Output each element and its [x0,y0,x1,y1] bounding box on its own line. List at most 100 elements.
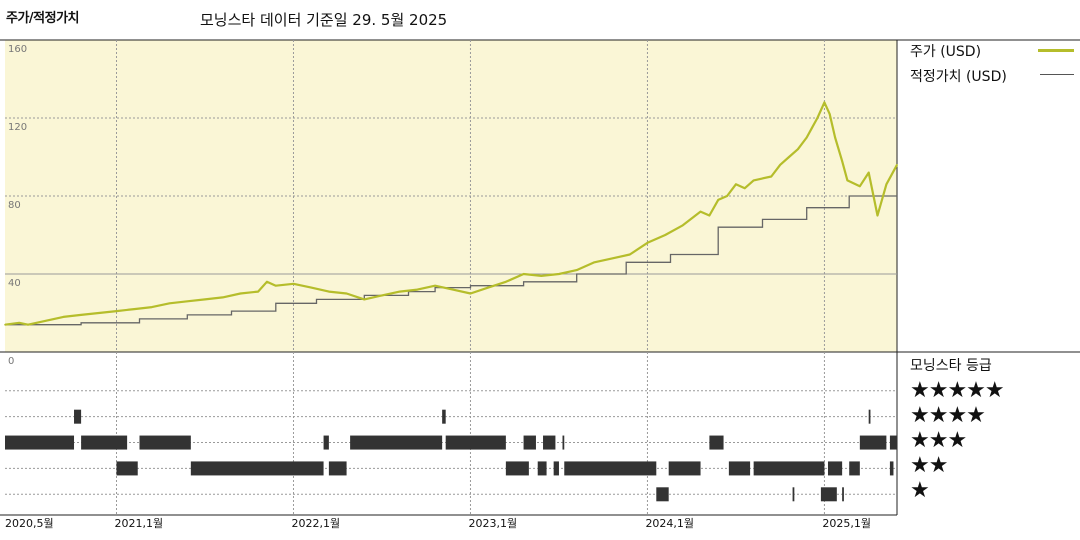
rating-segment-3-stars [323,435,329,450]
price-point [310,286,312,289]
price-point [44,320,47,322]
price-point [896,164,898,166]
price-point [18,321,20,324]
price-point [292,282,295,285]
rating-segment-2-stars [849,461,860,476]
y-tick-label: 40 [8,278,21,289]
price-point [151,306,153,308]
x-tick-label: 2025,1월 [822,517,871,530]
price-point [708,214,711,217]
x-tick-label: 2021,1월 [115,517,164,530]
price-point [469,292,472,295]
rating-segment-2-stars [889,461,894,476]
rating-segment-3-stars [562,435,565,450]
price-point [239,292,242,295]
price-point [505,281,507,283]
price-point [816,117,819,119]
price-point [797,148,799,150]
rating-3-stars: ★★★ [910,428,967,453]
price-point [186,300,189,303]
price-point [115,310,118,312]
y-tick-label: 120 [8,122,27,133]
rating-segment-3-stars [889,435,897,450]
price-point [221,296,224,299]
rating-segment-2-stars [190,461,324,476]
y-tick-label: 80 [8,200,21,211]
rating-segment-4-stars [442,409,446,424]
price-point [416,288,419,291]
rating-segment-2-stars [116,461,138,476]
rating-segment-4-stars [74,409,82,424]
price-point [80,314,82,316]
chart-title: 주가/적정가치 [6,11,80,26]
price-point [381,294,383,297]
price-point [398,290,401,293]
price-point [841,160,843,162]
rating-5-stars: ★★★★★ [910,378,1005,403]
price-point [257,290,259,293]
price-point [779,164,781,166]
price-point [752,179,755,182]
price-point [628,253,631,256]
rating-4-stars: ★★★★ [910,403,986,428]
rating-title: 모닝스타 등급 [910,358,992,374]
rating-segment-3-stars [523,435,536,450]
x-tick-label: 2023,1월 [468,517,517,530]
rating-segment-2-stars [553,461,559,476]
price-point [823,101,826,104]
price-point [434,284,436,287]
price-point [876,214,879,217]
price-point [859,185,861,188]
price-point [646,242,649,244]
rating-segment-2-stars [728,461,751,476]
rating-segment-1-stars [820,487,837,502]
price-point [522,273,525,275]
price-point [770,175,773,178]
legend-price-label: 주가 (USD) [910,44,982,60]
rating-segment-2-stars [328,461,347,476]
price-point [27,323,29,326]
rating-segment-1-stars [842,487,844,502]
fair-value-line [5,195,897,326]
rating-segment-1-stars [792,487,795,502]
y-tick-label: 160 [8,44,27,55]
y-tick-label: 0 [8,356,14,367]
rating-segment-2-stars [564,461,657,476]
price-point [558,273,560,275]
price-point [699,210,702,213]
price-point [811,126,813,129]
price-point [266,281,268,283]
rating-segment-2-stars [537,461,547,476]
price-point [885,183,888,186]
x-tick-label: 2022,1월 [291,517,340,530]
rating-segment-1-stars [656,487,669,502]
rating-segment-3-stars [350,435,443,450]
rating-segment-4-stars [868,409,871,424]
rating-segment-2-stars [668,461,701,476]
price-point [726,195,728,197]
rating-1-star: ★ [910,478,930,503]
price-point [98,312,100,314]
legend-price-swatch [1038,49,1074,52]
price-point [846,179,849,182]
rating-segment-2-stars [505,461,529,476]
price-point [735,183,737,186]
price-point [62,316,65,318]
price-point [345,292,348,295]
rating-segment-3-stars [543,435,556,450]
price-point [4,323,6,326]
price-point [451,288,454,291]
data-date-subtitle: 모닝스타 데이터 기준일 29. 5월 2025 [200,11,448,29]
rating-segment-3-stars [445,435,506,450]
legend-fair-label: 적정가치 (USD) [910,69,1007,85]
price-point [168,302,171,305]
price-point [328,290,330,293]
price-point [867,171,870,174]
price-point [204,298,206,301]
price-point [540,275,543,277]
price-point [828,113,831,115]
price-point [664,234,666,236]
rating-segment-2-stars [827,461,843,476]
x-tick-label: 2024,1월 [645,517,694,530]
